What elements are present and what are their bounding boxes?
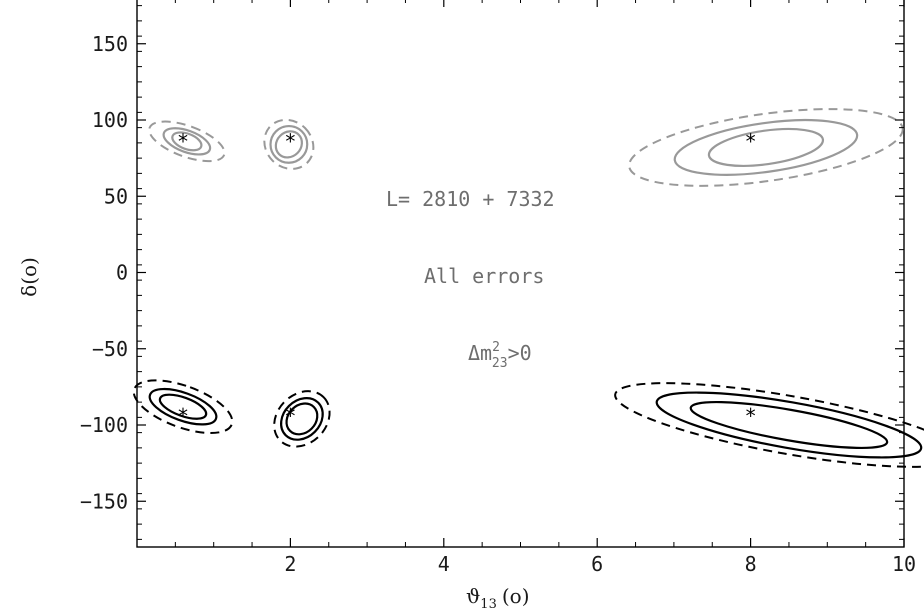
y-tick-label: 150 — [92, 32, 128, 56]
hierarchy-annotation: Δm2 23>0 — [468, 340, 532, 371]
true-value-marker: * — [746, 129, 756, 153]
contour-negative_delta-middle — [653, 379, 924, 471]
contour-layer — [127, 95, 924, 484]
x-axis-label: ϑ13 (o) — [466, 584, 530, 612]
x-tick-label: 2 — [284, 552, 296, 576]
y-tick-label: 0 — [116, 261, 128, 285]
x-tick-label: 6 — [591, 552, 603, 576]
contour-negative_delta-outer — [263, 380, 341, 458]
x-tick-label: 4 — [438, 552, 450, 576]
errors-annotation: All errors — [424, 264, 544, 288]
x-axis-label-unit: (o) — [502, 584, 530, 608]
contour-positive_delta-middle — [671, 110, 860, 184]
hierarchy-sub: 23 — [492, 356, 508, 371]
x-tick-label: 10 — [892, 552, 916, 576]
hierarchy-suffix: >0 — [508, 341, 532, 365]
tick-layer: 2 4 6 8 10 150 100 50 0 −50 −100 −150 — [80, 0, 916, 576]
contour-negative_delta-middle — [273, 390, 331, 448]
y-tick-label: −150 — [80, 489, 128, 513]
x-tick-label: 8 — [745, 552, 757, 576]
hierarchy-sup: 2 — [492, 340, 500, 355]
contour-positive_delta-outer — [625, 95, 908, 200]
y-tick-label: 100 — [92, 108, 128, 132]
x-axis-label-main: ϑ — [466, 584, 480, 608]
y-tick-label: −50 — [92, 337, 128, 361]
true-value-marker: * — [746, 404, 756, 428]
hierarchy-prefix: Δm — [468, 341, 492, 365]
true-value-marker: * — [285, 129, 295, 153]
x-axis-label-sub: 13 — [480, 597, 497, 612]
true-value-marker: * — [178, 129, 188, 153]
contour-negative_delta-outer — [610, 366, 924, 484]
baseline-annotation: L= 2810 + 7332 — [386, 187, 555, 211]
y-tick-label: −100 — [80, 413, 128, 437]
true-value-marker: * — [285, 404, 295, 428]
y-axis-label: δ(o) — [17, 257, 41, 297]
true-value-marker: * — [178, 404, 188, 428]
y-tick-label: 50 — [104, 184, 128, 208]
